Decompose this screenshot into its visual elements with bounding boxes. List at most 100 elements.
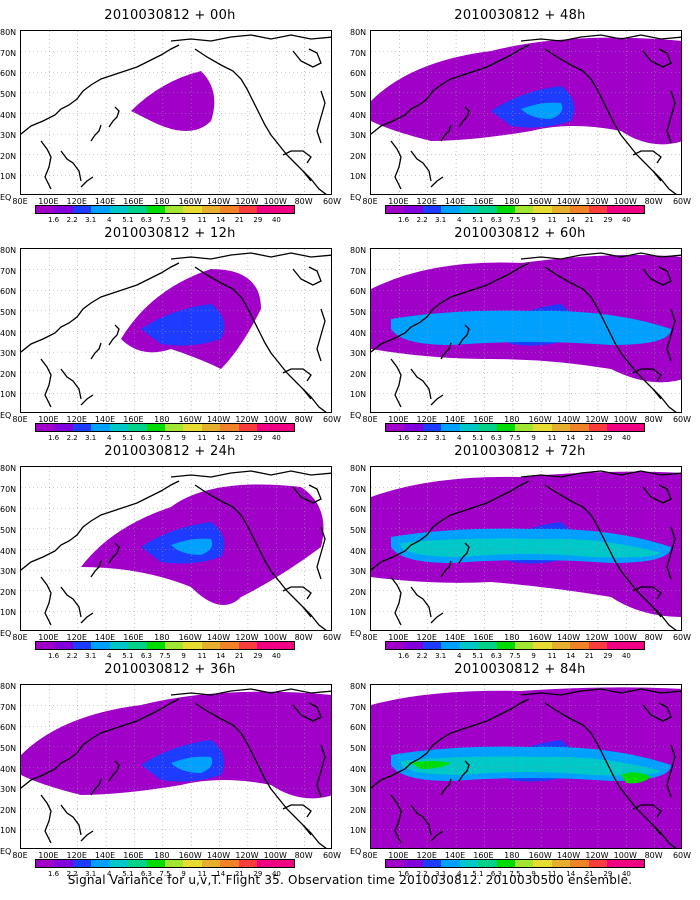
panel-title: 2010030812 + 24h — [104, 444, 236, 459]
map-panel: 2010030812 + 84h 80N 70N 60N 50N 40N 30N 20N 10N… — [350, 662, 691, 882]
colorbar-swatch — [496, 424, 515, 431]
coastline — [302, 388, 327, 412]
lat-tick-label: 60N — [0, 723, 17, 733]
colorbar-swatch — [514, 206, 534, 213]
lon-tick-label: 80W — [294, 197, 313, 206]
lon-tick-label: 80E — [12, 197, 28, 206]
colorbar-label: 9 — [181, 652, 186, 660]
colorbar-labels: 1.6 2.2 3.1 4 5.1 6.3 7.5 9 11 14 21 29 40 — [35, 216, 295, 225]
colorbar-label: 29 — [603, 216, 613, 224]
coastline — [282, 150, 312, 164]
colorbar-swatch — [570, 206, 589, 213]
map-plot — [370, 30, 682, 195]
colorbar-swatch — [607, 860, 626, 867]
lat-tick-label: 40N — [350, 764, 367, 774]
lon-tick-label: 160W — [528, 633, 552, 642]
map-svg — [21, 467, 331, 630]
coastline — [642, 702, 672, 722]
colorbar-swatch — [551, 860, 571, 867]
colorbar-label: 21 — [234, 870, 244, 878]
coastline — [666, 744, 676, 798]
lon-tick-label: 100E — [388, 851, 409, 860]
lat-tick-label: 30N — [0, 349, 17, 359]
colorbar-swatch — [441, 206, 460, 213]
variance-contour-fill — [141, 304, 225, 346]
colorbar-swatch — [128, 206, 147, 213]
variance-contour-fill — [621, 772, 651, 784]
colorbar-label: 1.6 — [397, 216, 410, 224]
coastline — [194, 48, 312, 182]
lon-tick-label: 160E — [123, 633, 144, 642]
lon-tick-label: 120W — [235, 415, 259, 424]
lat-tick-label: EQ — [0, 847, 12, 856]
lon-tick-label: 120W — [235, 633, 259, 642]
map-plot — [370, 466, 682, 631]
coastline — [60, 804, 82, 836]
lon-tick-label: 60W — [672, 633, 692, 642]
lat-tick-label: 20N — [350, 587, 367, 597]
colorbar-swatch — [551, 424, 571, 431]
coastline — [80, 830, 94, 842]
colorbar-swatch — [533, 860, 552, 867]
lat-tick-label: 70N — [0, 484, 17, 494]
coastline — [390, 794, 402, 844]
lat-tick-label: 70N — [350, 266, 367, 276]
lon-tick-label: 80W — [644, 197, 663, 206]
coastline — [282, 368, 312, 382]
lon-tick-label: 80E — [12, 415, 28, 424]
lat-tick-label: 50N — [350, 743, 367, 753]
lon-tick-label: 120E — [416, 415, 437, 424]
lon-tick-label: 140E — [444, 633, 466, 642]
coastline — [652, 388, 677, 412]
lat-tick-label: 30N — [350, 785, 367, 795]
lon-tick-label: 180 — [154, 851, 170, 860]
lon-axis: 80E 100E 120E 140E 160E 180 160W 140W 120W 100W 80… — [362, 633, 691, 643]
colorbar-label: 11 — [197, 434, 207, 442]
lon-axis: 80E 100E 120E 140E 160E 180 160W 140W 120W 100W 80… — [362, 197, 691, 207]
colorbar-label: 2.2 — [416, 216, 428, 224]
lon-tick-label: 120W — [585, 415, 609, 424]
colorbar-swatch — [146, 642, 165, 649]
colorbar-swatch — [422, 642, 442, 649]
coastline — [302, 170, 327, 194]
lon-tick-label: 160E — [123, 197, 144, 206]
colorbar-swatch — [91, 424, 110, 431]
colorbar — [35, 859, 295, 868]
colorbar-swatch — [257, 424, 276, 431]
colorbar-label: 9 — [181, 870, 186, 878]
lon-tick-label: 80E — [362, 197, 378, 206]
lat-tick-label: 20N — [0, 369, 17, 379]
map-panel: 2010030812 + 60h 80N 70N 60N 50N 40N 30N 20N 10N… — [350, 226, 691, 446]
lon-tick-label: 100W — [613, 415, 637, 424]
colorbar-label: 7.5 — [159, 434, 171, 442]
colorbar-swatch — [128, 860, 147, 867]
panel-title: 2010030812 + 36h — [104, 662, 236, 677]
coastline — [430, 612, 444, 624]
lon-tick-label: 140E — [94, 197, 116, 206]
map-panel: 2010030812 + 36h 80N 70N 60N 50N 40N 30N 20N 10N… — [0, 662, 341, 882]
lon-tick-label: 160E — [473, 197, 494, 206]
lat-tick-label: 40N — [0, 110, 17, 120]
lon-tick-label: 140E — [444, 851, 466, 860]
colorbar-swatch — [514, 424, 534, 431]
lat-tick-label: 10N — [0, 826, 17, 836]
coastline — [390, 358, 402, 408]
colorbar-label: 3.1 — [85, 216, 97, 224]
lon-tick-label: 100W — [263, 197, 287, 206]
colorbar-swatch — [459, 206, 479, 213]
coastline — [194, 266, 312, 400]
colorbar-label: 6.3 — [490, 216, 502, 224]
coastline — [410, 150, 432, 182]
figure-caption: Signal Variance for u,v,T. Flight 35. Ob… — [67, 873, 633, 887]
map-svg — [21, 249, 331, 412]
lat-tick-label: 10N — [350, 826, 367, 836]
colorbar-swatch — [459, 642, 479, 649]
variance-contour-fill — [391, 310, 671, 345]
coastline — [194, 702, 312, 836]
lat-tick-label: EQ — [0, 629, 12, 638]
colorbar-label: 3.1 — [435, 652, 447, 660]
lat-tick-label: 60N — [350, 723, 367, 733]
colorbar-swatch — [386, 424, 405, 431]
lon-tick-label: 80W — [294, 633, 313, 642]
colorbar-swatch — [625, 642, 644, 649]
